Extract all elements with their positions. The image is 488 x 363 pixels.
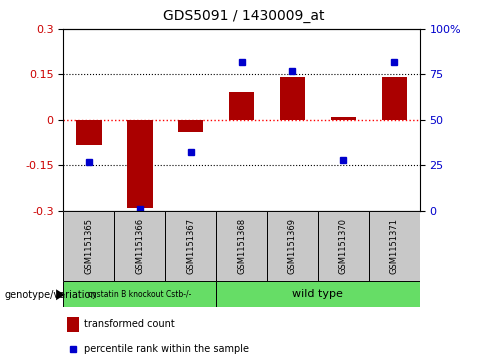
Bar [165,211,216,281]
Bar [318,211,369,281]
Bar [267,211,318,281]
Bar [114,211,165,281]
Bar [76,120,102,144]
Bar [67,317,79,332]
Text: GSM1151365: GSM1151365 [84,218,93,274]
Text: genotype/variation: genotype/variation [5,290,98,300]
Bar [216,211,267,281]
Text: GSM1151369: GSM1151369 [288,218,297,274]
Text: percentile rank within the sample: percentile rank within the sample [84,343,249,354]
Text: GSM1151368: GSM1151368 [237,218,246,274]
Bar [178,120,203,132]
Bar [331,117,356,120]
Text: wild type: wild type [292,289,344,299]
Bar [369,211,420,281]
Text: GSM1151371: GSM1151371 [390,218,399,274]
Bar [127,120,152,208]
Bar [63,211,114,281]
Text: GSM1151367: GSM1151367 [186,218,195,274]
Bar [229,92,254,120]
Bar [280,77,305,120]
Text: GDS5091 / 1430009_at: GDS5091 / 1430009_at [163,9,325,23]
Text: cystatin B knockout Cstb-/-: cystatin B knockout Cstb-/- [88,290,191,298]
Polygon shape [56,289,65,300]
Text: GSM1151366: GSM1151366 [135,218,144,274]
Bar [63,281,216,307]
Bar [382,77,407,120]
Text: GSM1151370: GSM1151370 [339,218,348,274]
Bar [216,281,420,307]
Text: transformed count: transformed count [84,319,175,330]
